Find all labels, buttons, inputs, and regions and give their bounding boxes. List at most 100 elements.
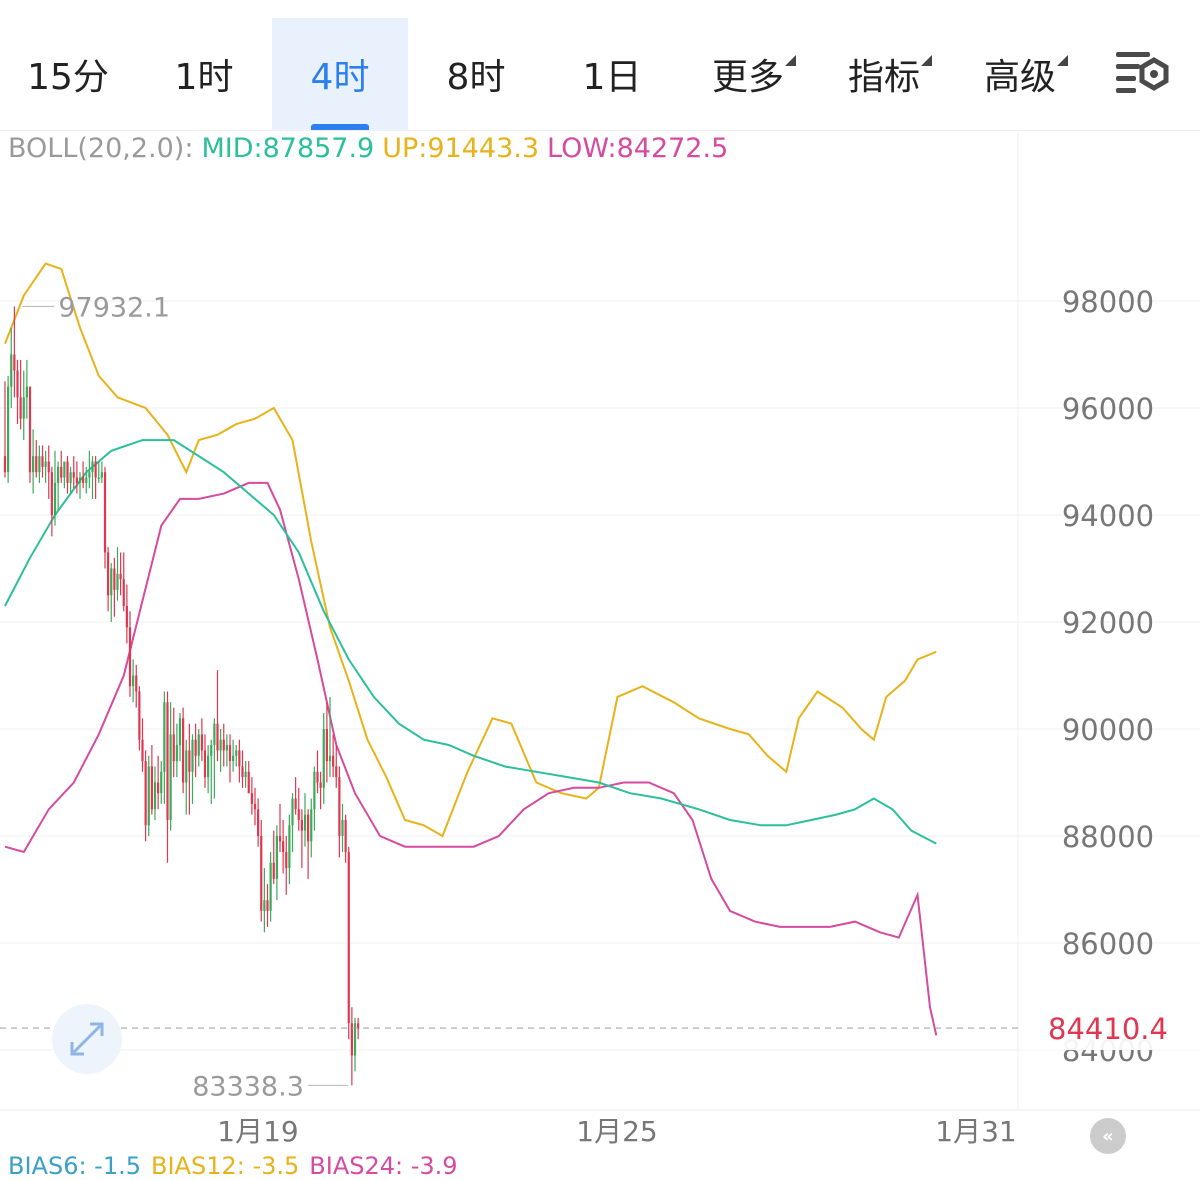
candle <box>13 306 16 398</box>
candle-body <box>7 386 10 473</box>
candle <box>128 611 132 697</box>
candle-body <box>119 573 122 580</box>
candle-body <box>125 605 128 628</box>
candle <box>325 702 328 783</box>
tab-1day[interactable]: 1日 <box>544 18 680 130</box>
candle <box>41 445 44 478</box>
candle-body <box>97 477 100 480</box>
candle-body <box>200 734 203 751</box>
boll-mid-value: MID:87857.9 <box>201 133 375 164</box>
tab-advanced[interactable]: 高级 <box>952 18 1088 130</box>
candle-body <box>282 841 285 853</box>
candle-body <box>244 771 247 778</box>
tab-more[interactable]: 更多 <box>680 18 816 130</box>
candle-body <box>82 477 85 483</box>
candlestick-chart[interactable]: 8400086000880009000092000940009600098000… <box>0 130 1200 1150</box>
candle-body <box>238 750 241 767</box>
candle <box>103 466 107 569</box>
candle <box>225 734 228 767</box>
candle-body <box>25 386 28 398</box>
candle-body <box>147 766 150 826</box>
candle <box>313 766 316 831</box>
candle <box>297 787 300 831</box>
candle <box>132 659 135 703</box>
candle-body <box>78 477 82 483</box>
candle <box>185 739 188 815</box>
scroll-to-latest-button[interactable]: « <box>1090 1118 1126 1154</box>
candle-body <box>316 771 319 783</box>
candle-body <box>194 739 197 756</box>
candle <box>241 750 244 788</box>
candle-body <box>232 755 235 762</box>
candle-body <box>241 766 244 778</box>
candle <box>107 547 110 612</box>
last-price-label: 84410.4 <box>1048 1012 1168 1046</box>
candle-body <box>41 456 44 467</box>
candle <box>322 712 325 804</box>
tab-8hour[interactable]: 8时 <box>408 18 544 130</box>
tab-4hour[interactable]: 4时 <box>272 18 408 130</box>
candle <box>163 691 166 804</box>
last-price-box <box>1020 1006 1200 1051</box>
tab-label: 8时 <box>446 57 506 98</box>
tab-15min[interactable]: 15分 <box>0 18 136 130</box>
tab-1hour[interactable]: 1时 <box>136 18 272 130</box>
candle <box>275 825 278 901</box>
candle-body <box>175 745 178 762</box>
boll-lower-line <box>4 481 938 1036</box>
candle-body <box>63 461 66 478</box>
candle <box>310 798 313 858</box>
candle <box>172 707 175 778</box>
candle <box>88 450 91 489</box>
candle-body <box>219 739 222 751</box>
candle <box>191 734 194 804</box>
y-tick-label: 90000 <box>1062 713 1154 747</box>
high-marker-label: 97932.1 <box>58 292 170 323</box>
candle <box>19 359 22 430</box>
boll-up-value: UP:91443.3 <box>382 133 540 164</box>
tab-label-wrap: 高级 <box>984 48 1068 100</box>
candle-body <box>325 729 328 762</box>
candle <box>182 707 185 794</box>
tab-indicators[interactable]: 指标 <box>816 18 952 130</box>
candle-body <box>285 852 288 869</box>
candle <box>272 830 275 885</box>
candle <box>153 766 157 820</box>
candle <box>200 718 203 762</box>
candle <box>91 456 94 499</box>
chart-settings-icon[interactable] <box>1112 50 1172 98</box>
fullscreen-button[interactable] <box>52 1004 122 1074</box>
candle <box>7 375 10 483</box>
x-tick-label: 1月19 <box>217 1115 298 1148</box>
bias6-value: BIAS6: -1.5 <box>8 1152 142 1180</box>
bias12-value: BIAS12: -3.5 <box>151 1152 300 1180</box>
candle <box>35 440 38 478</box>
candle-body <box>313 771 316 810</box>
candle-body <box>160 771 163 794</box>
candle <box>10 327 13 408</box>
candle-body <box>257 809 260 836</box>
candle-body <box>110 568 113 596</box>
bias24-value: BIAS24: -3.9 <box>309 1152 458 1180</box>
x-tick-label: 1月25 <box>576 1115 657 1148</box>
double-chevron-left-icon: « <box>1102 1125 1114 1147</box>
candle-body <box>116 573 119 590</box>
active-tab-indicator <box>311 124 369 130</box>
candle <box>135 664 138 708</box>
candle <box>350 1007 353 1086</box>
candle <box>85 466 88 494</box>
boll-upper-line <box>4 262 937 838</box>
candle-body <box>207 755 210 778</box>
boll-name: BOLL(20,2.0): <box>8 133 194 164</box>
candle-body <box>357 1023 360 1029</box>
candle <box>166 691 169 863</box>
candle <box>60 450 63 483</box>
candle <box>122 552 125 612</box>
candle <box>160 761 163 804</box>
candle-body <box>203 750 207 778</box>
candle <box>232 739 235 772</box>
candle-body <box>307 814 310 842</box>
candle-body <box>341 819 344 836</box>
candle <box>53 450 57 526</box>
candle-body <box>35 456 38 473</box>
